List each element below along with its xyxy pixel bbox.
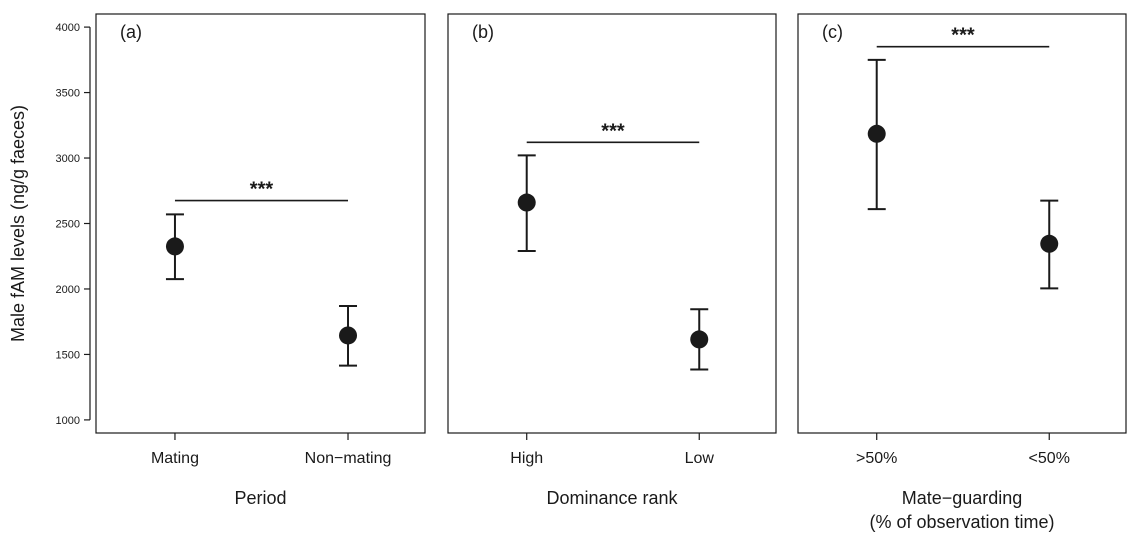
panel-frame: [95, 13, 426, 434]
y-tick-label: 2500: [56, 219, 80, 231]
significance-label: ***: [951, 25, 975, 47]
x-tick-label: High: [510, 450, 543, 467]
x-axis-label: Dominance rank: [546, 488, 678, 508]
x-axis-label: (% of observation time): [869, 512, 1054, 532]
y-tick-label: 4000: [56, 22, 80, 34]
y-tick-label: 2000: [56, 284, 80, 296]
x-tick-label: Mating: [151, 450, 199, 467]
significance-label: ***: [601, 120, 625, 142]
panel-frame: [797, 13, 1127, 434]
panel-frame: [447, 13, 777, 434]
panel-label: (b): [472, 22, 494, 42]
panel-label: (a): [120, 22, 142, 42]
significance-label: ***: [250, 179, 274, 201]
y-tick-label: 1500: [56, 349, 80, 361]
data-point: [690, 330, 709, 349]
x-axis-label: Mate−guarding: [902, 488, 1023, 508]
data-point: [339, 326, 358, 345]
x-axis-label: Period: [234, 488, 286, 508]
y-tick-label: 3500: [56, 88, 80, 100]
data-point: [867, 124, 886, 143]
x-tick-label: Low: [685, 450, 715, 467]
x-tick-label: Non−mating: [305, 450, 392, 467]
x-tick-label: >50%: [856, 450, 897, 467]
data-point: [165, 237, 184, 256]
y-tick-label: 1000: [56, 415, 80, 427]
data-point: [517, 193, 536, 212]
y-axis-label: Male fAM levels (ng/g faeces): [8, 105, 28, 342]
data-point: [1040, 234, 1059, 253]
panel-label: (c): [822, 22, 843, 42]
x-tick-label: <50%: [1029, 450, 1070, 467]
y-tick-label: 3000: [56, 153, 80, 165]
